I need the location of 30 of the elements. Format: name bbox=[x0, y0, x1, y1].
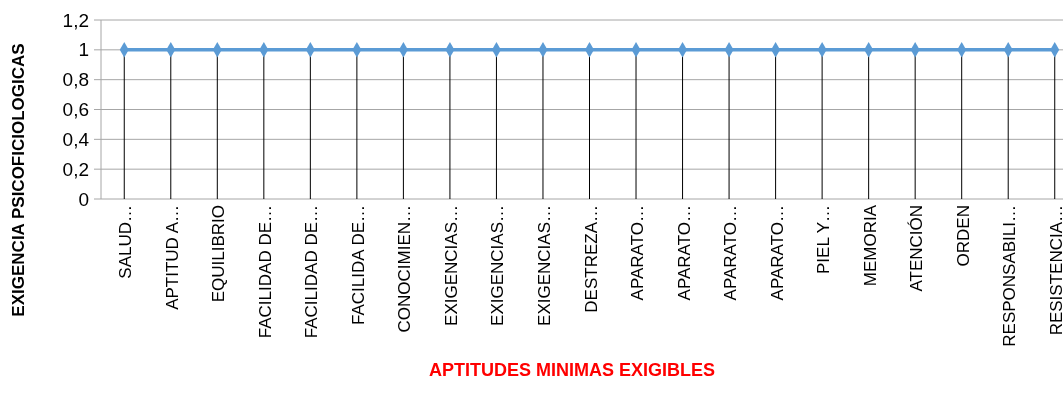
x-tick-label: EQUILIBRIO bbox=[209, 205, 229, 303]
x-tick-label: PIEL Y… bbox=[814, 205, 834, 274]
x-tick-label: EXIGENCIAS… bbox=[441, 205, 461, 326]
x-tick-label: RESPONSABILI… bbox=[1000, 205, 1020, 347]
x-tick-label: EXIGENCIAS… bbox=[534, 205, 554, 326]
x-tick-label: APARATO… bbox=[628, 205, 648, 301]
x-tick-label: FACILIDA DE… bbox=[348, 205, 368, 325]
y-tick-label: 0,8 bbox=[62, 69, 89, 91]
x-tick-label: APTITUD A… bbox=[162, 205, 182, 310]
x-tick-label: ATENCIÓN bbox=[907, 205, 927, 292]
x-tick-label: APARATO… bbox=[767, 205, 787, 301]
x-tick-label: RESISTENCIA… bbox=[1046, 205, 1063, 336]
x-tick-label: ORDEN bbox=[953, 205, 973, 267]
x-tick-label: FACILIDAD DE… bbox=[255, 205, 275, 339]
y-tick-label: 1,2 bbox=[62, 9, 89, 31]
x-tick-label: MEMORIA bbox=[860, 204, 880, 287]
y-tick-label: 0,2 bbox=[62, 158, 89, 180]
x-tick-label: EXIGENCIAS… bbox=[488, 205, 508, 326]
x-axis-title: APTITUDES MINIMAS EXIGIBLES bbox=[428, 360, 716, 380]
y-tick-label: 0,4 bbox=[62, 128, 90, 150]
x-tick-label: FACILIDAD DE… bbox=[302, 205, 322, 339]
x-tick-label: DESTREZA… bbox=[581, 205, 601, 313]
x-tick-label: APARATO… bbox=[674, 205, 694, 301]
x-tick-label: APARATO… bbox=[721, 205, 741, 301]
x-tick-label: CONOCIMIEN… bbox=[395, 205, 415, 333]
y-tick-label: 0,6 bbox=[62, 99, 89, 121]
x-tick-label: SALUD… bbox=[116, 205, 136, 279]
y-axis-title: EXIGENCIA PSICOFICIOLOGICAS bbox=[9, 43, 28, 317]
y-tick-label: 1 bbox=[78, 39, 89, 61]
y-tick-label: 0 bbox=[78, 188, 89, 210]
